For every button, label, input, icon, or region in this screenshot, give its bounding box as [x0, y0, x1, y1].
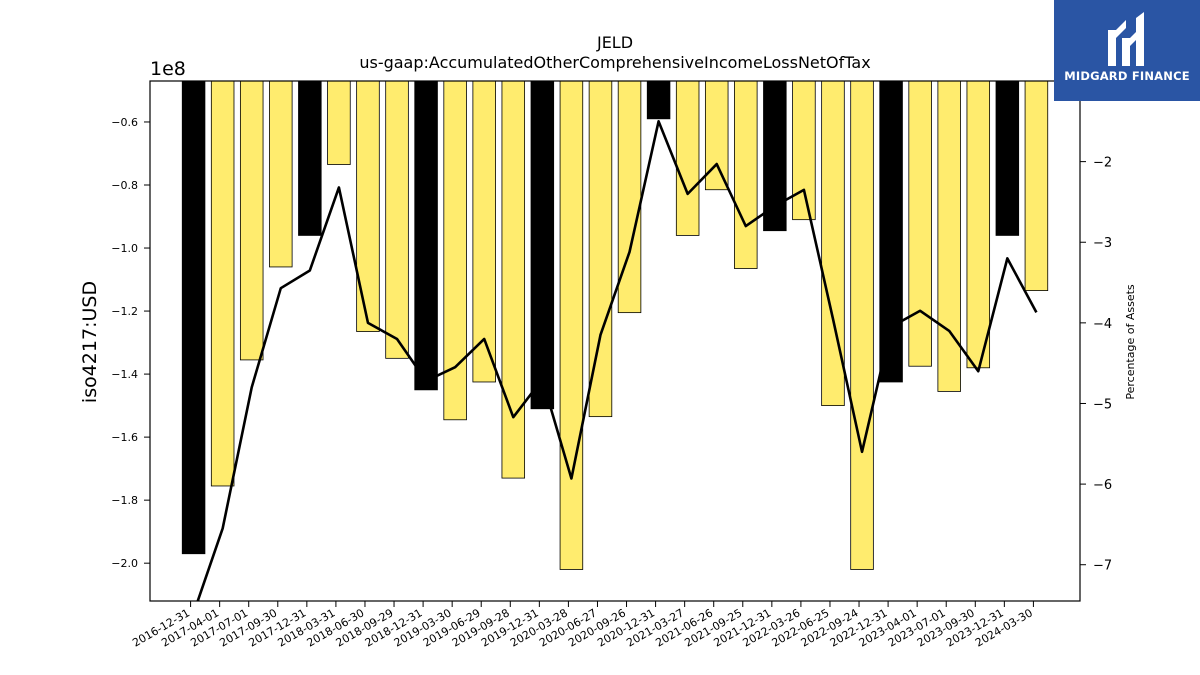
- y2-tick-label: −3: [1093, 236, 1112, 251]
- bar: [501, 80, 526, 479]
- bar: [559, 80, 584, 570]
- y2-tick-label: −6: [1093, 478, 1112, 493]
- y-tick-label: −1.4: [111, 368, 138, 381]
- bar: [210, 80, 235, 487]
- bar: [269, 80, 293, 268]
- bar: [850, 80, 874, 570]
- y2-axis-ticks: −2 −3 −4 −5 −6 −7: [1080, 156, 1112, 574]
- bar: [530, 80, 555, 410]
- midgard-finance-logo: MIDGARD FINANCE: [1054, 0, 1200, 101]
- y-tick-label: −1.2: [111, 305, 138, 318]
- bar: [646, 80, 671, 120]
- y-offset-label: 1e8: [150, 58, 186, 80]
- y2-axis-label: Percentage of Assets: [1124, 284, 1137, 400]
- y-tick-label: −2.0: [111, 557, 138, 570]
- x-axis-ticks: 2016-12-312017-04-012017-07-012017-09-30…: [130, 601, 1035, 650]
- y2-tick-label: −2: [1093, 156, 1112, 171]
- bar: [995, 80, 1020, 236]
- y-tick-label: −1.0: [111, 242, 138, 255]
- chart-subtitle: us-gaap:AccumulatedOtherComprehensiveInc…: [359, 53, 870, 72]
- bar: [385, 80, 409, 359]
- bar: [879, 80, 903, 383]
- bar: [443, 80, 467, 421]
- bar: [472, 80, 496, 383]
- y-tick-label: −1.6: [111, 431, 138, 444]
- chart-title: JELD: [596, 33, 633, 52]
- plot-frame: [149, 80, 1081, 602]
- bar: [414, 80, 438, 391]
- y2-tick-label: −4: [1093, 317, 1112, 332]
- y-tick-label: −1.8: [111, 494, 138, 507]
- bar: [937, 80, 961, 392]
- bar: [908, 80, 932, 367]
- bar: [298, 80, 322, 236]
- bar: [327, 80, 351, 165]
- y-axis-ticks: −0.6 −0.8 −1.0 −1.2 −1.4 −1.6 −1.8 −2.0: [111, 116, 150, 570]
- y2-tick-label: −5: [1093, 397, 1112, 412]
- y-tick-label: −0.6: [111, 116, 138, 129]
- bar: [734, 80, 758, 269]
- bars-layer: [181, 80, 1049, 570]
- series-line: [196, 120, 1038, 601]
- bar: [356, 80, 380, 332]
- y2-tick-label: −7: [1093, 559, 1112, 574]
- line-layer: [196, 120, 1038, 601]
- bar: [675, 80, 700, 236]
- bar: [763, 80, 787, 232]
- bar: [1024, 80, 1049, 291]
- bar: [966, 80, 991, 369]
- y-axis-label: iso4217:USD: [79, 281, 101, 403]
- bar: [792, 80, 816, 221]
- bar: [588, 80, 613, 418]
- y-tick-label: −0.8: [111, 179, 138, 192]
- bar: [239, 80, 264, 361]
- logo-text: MIDGARD FINANCE: [1064, 69, 1190, 83]
- midgard-logo-icon: [1108, 12, 1144, 66]
- bar: [181, 80, 206, 555]
